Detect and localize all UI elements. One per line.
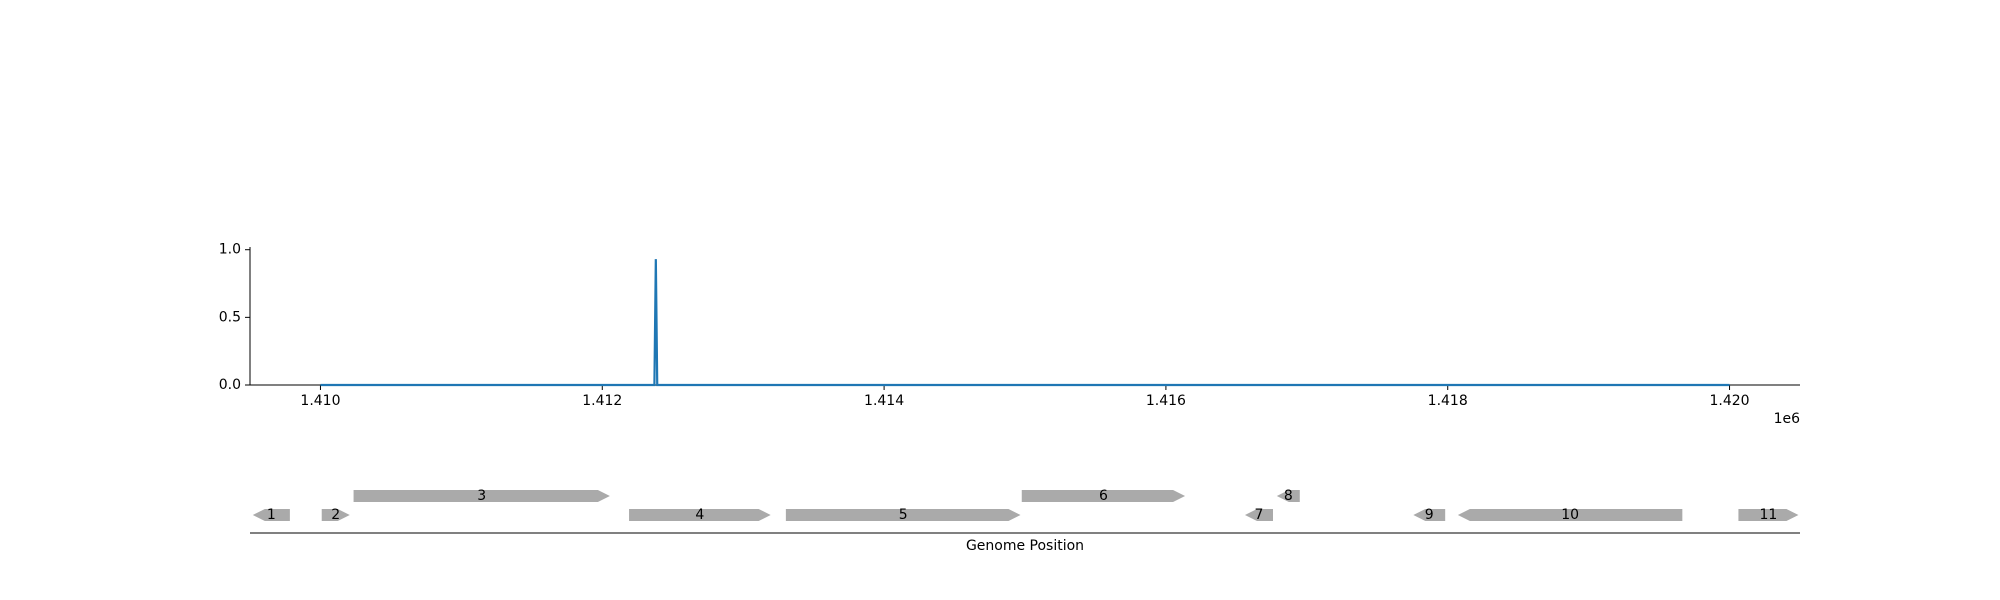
gene-arrow xyxy=(1244,509,1273,521)
gene-label: 8 xyxy=(1284,488,1293,504)
x-offset-label: 1e6 xyxy=(1774,411,1801,427)
gene-arrow xyxy=(1457,509,1683,521)
gene-arrow xyxy=(321,509,350,521)
gene-label: 1 xyxy=(267,507,276,523)
gene-arrow xyxy=(1413,509,1446,521)
x-tick-label: 1.414 xyxy=(864,393,904,409)
gene-label: 9 xyxy=(1425,507,1434,523)
gene-label: 6 xyxy=(1099,488,1108,504)
gene-arrow xyxy=(353,490,610,502)
gene-arrow xyxy=(252,509,290,521)
y-tick-label: 0.0 xyxy=(219,377,241,393)
line-series xyxy=(320,259,1730,387)
gene-arrow xyxy=(1021,490,1186,502)
gene-arrow xyxy=(1738,509,1799,521)
gene-arrow xyxy=(1276,490,1300,502)
gene-label: 5 xyxy=(899,507,908,523)
y-tick-label: 0.5 xyxy=(219,309,241,325)
x-tick-label: 1.410 xyxy=(300,393,340,409)
gene-label: 10 xyxy=(1561,507,1579,523)
x-tick-label: 1.412 xyxy=(582,393,622,409)
x-tick-label: 1.418 xyxy=(1428,393,1468,409)
y-tick-label: 1.0 xyxy=(219,242,241,258)
gene-label: 4 xyxy=(695,507,704,523)
gene-arrow xyxy=(785,509,1021,521)
x-tick-label: 1.420 xyxy=(1709,393,1749,409)
gene-label: 3 xyxy=(477,488,486,504)
gene-label: 7 xyxy=(1255,507,1264,523)
gene-arrow xyxy=(629,509,771,521)
x-axis-label: Genome Position xyxy=(966,538,1084,554)
gene-label: 11 xyxy=(1760,507,1778,523)
x-tick-label: 1.416 xyxy=(1146,393,1186,409)
gene-label: 2 xyxy=(331,507,340,523)
